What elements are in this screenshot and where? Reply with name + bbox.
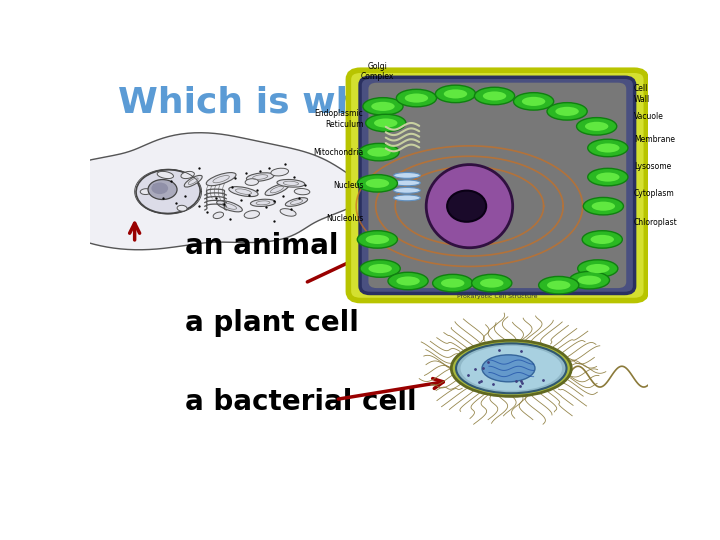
Ellipse shape <box>577 275 601 285</box>
Ellipse shape <box>148 180 177 199</box>
Ellipse shape <box>363 98 403 115</box>
Ellipse shape <box>372 102 395 111</box>
Ellipse shape <box>359 144 399 161</box>
Ellipse shape <box>396 276 420 286</box>
Ellipse shape <box>285 198 307 206</box>
Ellipse shape <box>394 180 420 186</box>
Ellipse shape <box>357 174 397 192</box>
Text: a plant cell: a plant cell <box>185 308 359 336</box>
FancyBboxPatch shape <box>360 77 634 294</box>
Text: Lysosome: Lysosome <box>634 162 671 171</box>
Ellipse shape <box>513 93 554 110</box>
Ellipse shape <box>577 260 618 277</box>
Ellipse shape <box>229 187 258 197</box>
Ellipse shape <box>586 264 610 273</box>
Text: Nucleus: Nucleus <box>333 181 364 190</box>
Ellipse shape <box>184 176 202 187</box>
Ellipse shape <box>265 184 289 195</box>
Ellipse shape <box>588 139 628 157</box>
Ellipse shape <box>366 114 406 132</box>
Ellipse shape <box>245 179 258 185</box>
Ellipse shape <box>140 188 151 194</box>
Ellipse shape <box>366 179 389 188</box>
FancyBboxPatch shape <box>348 70 647 301</box>
Ellipse shape <box>271 168 289 176</box>
Ellipse shape <box>547 281 570 290</box>
Ellipse shape <box>206 173 236 186</box>
Ellipse shape <box>388 272 428 290</box>
Ellipse shape <box>177 205 187 211</box>
Text: Prokaryotic Cell Structure: Prokaryotic Cell Structure <box>457 294 538 299</box>
Ellipse shape <box>570 272 610 289</box>
Ellipse shape <box>151 183 168 194</box>
Ellipse shape <box>592 201 615 211</box>
Ellipse shape <box>374 118 397 127</box>
Ellipse shape <box>444 89 467 98</box>
Text: an animal cell: an animal cell <box>185 232 402 260</box>
Polygon shape <box>44 133 364 250</box>
Ellipse shape <box>277 179 305 187</box>
Ellipse shape <box>436 85 476 103</box>
Ellipse shape <box>357 231 397 248</box>
Ellipse shape <box>547 103 588 120</box>
Ellipse shape <box>441 279 464 288</box>
Ellipse shape <box>590 235 614 244</box>
Ellipse shape <box>588 168 628 186</box>
Text: Mitochondria: Mitochondria <box>313 147 364 157</box>
Ellipse shape <box>480 279 503 288</box>
Text: Which is which?: Which is which? <box>118 85 442 119</box>
Ellipse shape <box>251 199 276 206</box>
Ellipse shape <box>461 346 562 391</box>
Ellipse shape <box>483 91 506 100</box>
Ellipse shape <box>451 340 571 396</box>
Ellipse shape <box>456 343 567 393</box>
Ellipse shape <box>585 122 608 131</box>
FancyBboxPatch shape <box>369 83 626 288</box>
Ellipse shape <box>366 235 389 244</box>
Text: Endoplasmic
Reticulum: Endoplasmic Reticulum <box>315 109 364 129</box>
Ellipse shape <box>474 87 515 105</box>
Text: Chloroplast: Chloroplast <box>634 218 678 227</box>
Ellipse shape <box>394 172 420 178</box>
Ellipse shape <box>447 191 486 222</box>
Text: Nucleolus: Nucleolus <box>326 214 364 223</box>
Ellipse shape <box>396 89 436 107</box>
Ellipse shape <box>369 264 392 273</box>
Ellipse shape <box>294 188 310 195</box>
Ellipse shape <box>136 170 200 213</box>
Ellipse shape <box>217 200 243 212</box>
Ellipse shape <box>181 171 194 179</box>
Ellipse shape <box>213 212 223 219</box>
Ellipse shape <box>426 165 513 248</box>
Ellipse shape <box>596 172 619 181</box>
Ellipse shape <box>367 147 391 157</box>
Ellipse shape <box>244 211 259 218</box>
Ellipse shape <box>482 355 535 382</box>
Ellipse shape <box>555 107 579 116</box>
Text: Membrane: Membrane <box>634 135 675 144</box>
Text: Golgi
Complex: Golgi Complex <box>361 62 394 82</box>
Ellipse shape <box>596 144 619 152</box>
Text: Cytoplasm: Cytoplasm <box>634 189 675 198</box>
Ellipse shape <box>583 198 624 215</box>
Ellipse shape <box>539 276 579 294</box>
Ellipse shape <box>472 274 512 292</box>
Ellipse shape <box>522 97 545 106</box>
Text: Cell
Wall: Cell Wall <box>634 84 650 104</box>
Ellipse shape <box>157 171 174 179</box>
Ellipse shape <box>394 195 420 201</box>
Ellipse shape <box>577 118 617 135</box>
Ellipse shape <box>246 173 274 181</box>
Ellipse shape <box>405 93 428 103</box>
Ellipse shape <box>394 187 420 193</box>
Ellipse shape <box>280 208 296 216</box>
Text: Vacuole: Vacuole <box>634 112 664 122</box>
Ellipse shape <box>360 260 400 277</box>
Text: a bacterial cell: a bacterial cell <box>185 388 416 416</box>
Ellipse shape <box>582 231 622 248</box>
Ellipse shape <box>433 274 473 292</box>
